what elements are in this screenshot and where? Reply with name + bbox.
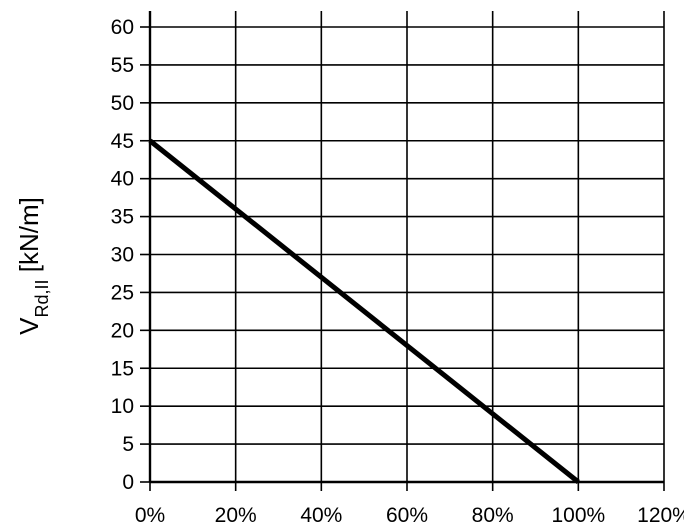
y-tick-label: 55: [111, 54, 134, 77]
series-group: [148, 138, 580, 484]
y-tick-label: 25: [111, 281, 134, 304]
y-tick-label: 40: [111, 168, 134, 191]
y-tick-labels: 0 5 10 15 20 25 30 35 40 45 50 55 60: [111, 16, 134, 494]
x-tick-label: 0%: [135, 504, 165, 527]
y-tick-label: 10: [111, 395, 134, 418]
axes: [140, 11, 665, 491]
x-tick-label: 80%: [472, 504, 514, 527]
x-tick-label: 100%: [551, 504, 605, 527]
y-tick-label: 20: [111, 319, 134, 342]
x-tick-label: 120%: [637, 504, 684, 527]
series-line: [148, 138, 580, 484]
y-axis-title-subscript: Rd,II: [32, 279, 52, 317]
y-tick-label: 15: [111, 357, 134, 380]
y-tick-label: 35: [111, 206, 134, 229]
y-tick-label: 5: [122, 433, 134, 456]
y-axis-title-unit: [kN/m]: [14, 197, 44, 279]
x-tick-label: 60%: [386, 504, 428, 527]
y-tick-label: 60: [111, 16, 134, 39]
x-tick-label: 20%: [215, 504, 257, 527]
y-tick-label: 50: [111, 92, 134, 115]
y-axis-title: VRd,II [kN/m]: [14, 197, 52, 335]
x-tick-label: 40%: [300, 504, 342, 527]
y-tick-label: 45: [111, 130, 134, 153]
x-tick-labels: 0% 20% 40% 60% 80% 100% 120%: [135, 504, 684, 527]
y-tick-label: 0: [122, 471, 134, 494]
grid-lines: [150, 11, 665, 482]
y-tick-label: 30: [111, 244, 134, 267]
y-axis-title-main: V: [14, 317, 44, 335]
